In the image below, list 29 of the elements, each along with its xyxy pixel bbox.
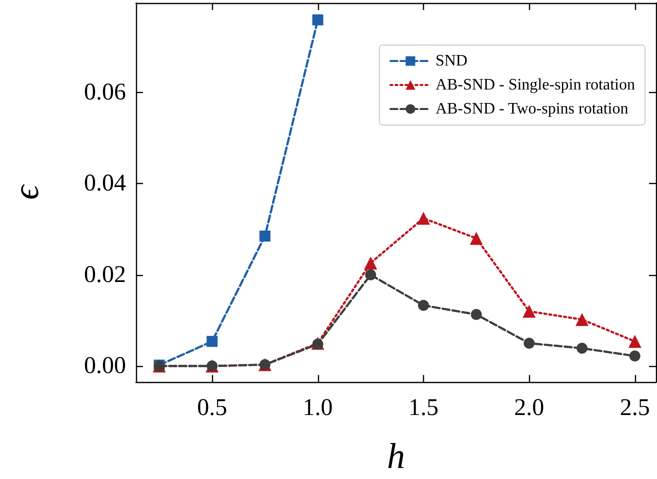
y-tick-label: 0.00 xyxy=(84,353,126,380)
point xyxy=(416,212,430,225)
point xyxy=(312,14,324,26)
legend-label: SND xyxy=(435,52,468,70)
x-tick-label: 2.0 xyxy=(514,395,544,421)
point xyxy=(522,304,536,318)
point xyxy=(576,313,589,326)
point xyxy=(206,336,218,347)
x-tick-label: 1.5 xyxy=(408,395,438,421)
x-tick-label: 1.0 xyxy=(302,395,333,421)
legend-label: AB-SND - Two-spins rotation xyxy=(435,100,628,118)
point xyxy=(629,350,640,362)
x-axis-title: h xyxy=(387,436,405,476)
point xyxy=(470,309,482,320)
point xyxy=(470,232,483,245)
x-tick-label: 0.5 xyxy=(197,395,228,421)
legend-label: AB-SND - Single-spin rotation xyxy=(435,76,635,94)
point xyxy=(418,300,429,311)
y-tick-label: 0.04 xyxy=(84,170,126,197)
point xyxy=(259,230,270,242)
point xyxy=(365,269,376,280)
point xyxy=(576,342,588,354)
y-axis-title: ϵ xyxy=(6,184,46,200)
y-tick-label: 0.06 xyxy=(84,79,126,106)
point xyxy=(524,338,535,349)
point xyxy=(628,334,642,348)
point xyxy=(364,256,378,270)
y-tick-label: 0.02 xyxy=(84,262,126,288)
x-tick-label: 2.5 xyxy=(620,395,650,421)
